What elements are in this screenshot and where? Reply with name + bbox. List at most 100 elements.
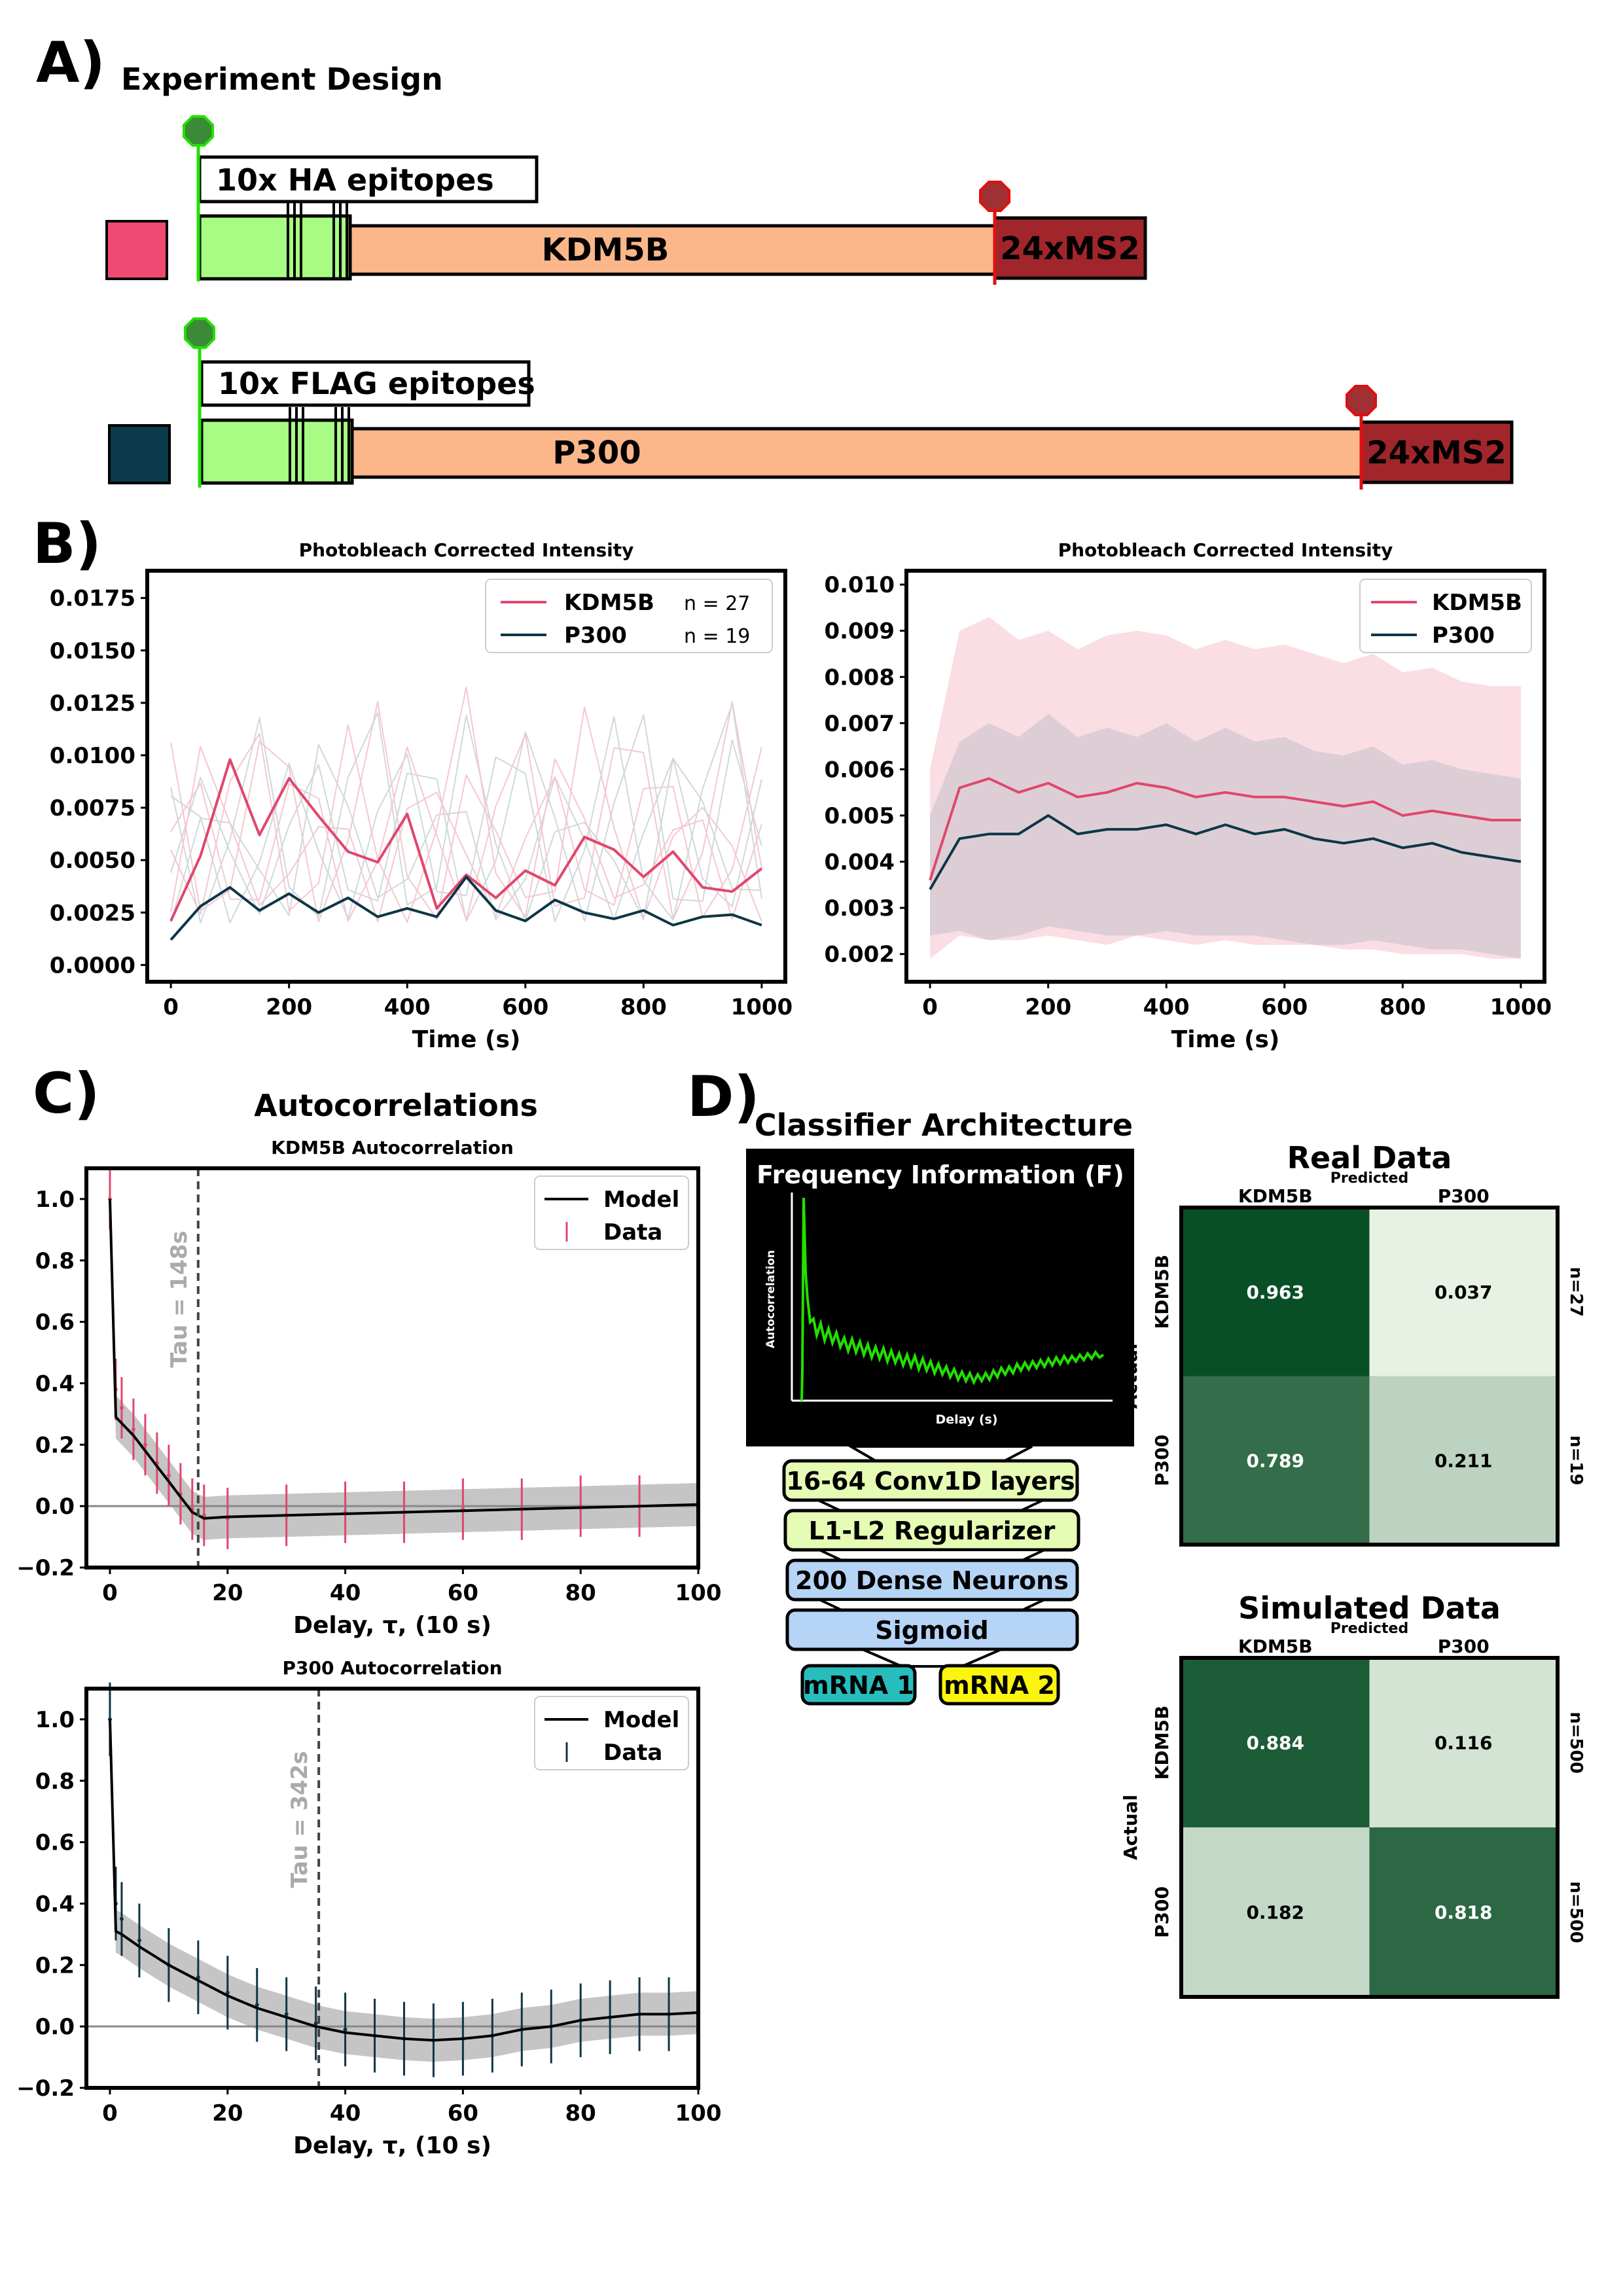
tau-label: Tau = 148s (166, 1230, 192, 1367)
arch-layers: 16-64 Conv1D layers L1-L2 Regularizer 20… (782, 1445, 1080, 1706)
heatmap-cell (1369, 1376, 1558, 1545)
y-tick-label: 0.0050 (50, 848, 135, 874)
heatmap-cell-label: 0.211 (1435, 1450, 1493, 1471)
heatmap-x-axis-label: Predicted (1330, 1170, 1408, 1187)
heatmap-col-label: KDM5B (1238, 1185, 1313, 1207)
series-line-p300 (169, 875, 762, 941)
panel-a-label: A) (36, 30, 105, 96)
inset-trace (800, 1197, 1105, 1401)
y-tick-label: 0.4 (35, 1371, 75, 1397)
band-p300 (930, 713, 1521, 959)
x-tick-label: 600 (502, 994, 548, 1020)
chart-title: Photobleach Corrected Intensity (1058, 539, 1393, 561)
construct-kdm5b-cds (348, 224, 997, 276)
y-tick-label: 0.2 (35, 1952, 75, 1979)
inset-title: Frequency Information (F) (757, 1160, 1124, 1189)
heatmap-row-label: KDM5B (1151, 1255, 1173, 1329)
y-tick-label: 0.4 (35, 1891, 75, 1917)
construct-p300-cds (350, 427, 1363, 479)
layer-sigmoid-label: Sigmoid (875, 1616, 989, 1645)
plot-frame (145, 569, 787, 984)
background-trace (170, 744, 762, 923)
y-tick-label: 0.007 (824, 711, 895, 737)
output-mrna1 (800, 1664, 917, 1706)
legend-n-kdm5b: n = 27 (684, 592, 750, 615)
y-tick-label: 0.010 (824, 572, 895, 598)
heatmap-y-axis-label: Actual (1120, 1795, 1141, 1860)
heatmap-col-label: P300 (1438, 1636, 1489, 1657)
y-tick-label: 0.005 (824, 803, 895, 829)
heatmap-title: Real Data (1287, 1140, 1452, 1175)
inset-background (746, 1149, 1134, 1446)
panel-c-label: C) (33, 1061, 99, 1126)
background-trace (170, 687, 762, 924)
y-tick-label: 0.0175 (50, 586, 135, 612)
legend-n-p300: n = 19 (684, 625, 750, 648)
heatmap-row-label: KDM5B (1151, 1706, 1173, 1780)
heatmap-col-label: P300 (1438, 1185, 1489, 1207)
arch-diagram: Frequency Information (F) Autocorrelatio… (746, 1149, 1134, 1706)
background-trace (170, 703, 762, 924)
y-tick-label: 0.0075 (50, 795, 135, 821)
y-tick-label: 0.0025 (50, 900, 135, 926)
construct-kdm5b: 10x HA epitopes KDM5B 24xMS2 (105, 115, 1147, 285)
y-tick-label: 0.0100 (50, 743, 135, 769)
x-axis-label: Delay, τ, (10 s) (293, 1612, 491, 1639)
construct-p300-epitope-box (200, 360, 531, 407)
y-tick-label: 0.0000 (50, 952, 135, 978)
background-traces (170, 687, 762, 924)
tau-label: Tau = 342s (287, 1751, 313, 1888)
construct-p300-epitope-dividers (289, 407, 350, 483)
legend-label-kdm5b: KDM5B (564, 590, 654, 616)
y-tick-label: 0.0 (35, 1494, 75, 1520)
x-tick-label: 400 (384, 994, 431, 1020)
output-mrna2-label: mRNA 2 (944, 1671, 1055, 1700)
x-tick-label: 800 (620, 994, 667, 1020)
y-tick-label: 0.008 (824, 664, 895, 691)
construct-p300-gene-label: P300 (552, 435, 641, 471)
y-tick-label: 0.6 (35, 1310, 75, 1336)
y-tick-label: 0.009 (824, 619, 895, 645)
construct-p300: 10x FLAG epitopes P300 24xMS2 (108, 317, 1514, 490)
legend: Model Data (534, 1696, 689, 1770)
heatmap-cell (1369, 1208, 1558, 1376)
heatmap-frame (1179, 1656, 1560, 1999)
y-tick-label: 0.0 (35, 2014, 75, 2040)
legend: Model Data (534, 1175, 689, 1250)
data-point (284, 2012, 289, 2017)
data-point (255, 2003, 259, 2007)
output-mrna2 (938, 1664, 1060, 1706)
y-tick-label: 0.003 (824, 895, 895, 922)
heatmap-title: Simulated Data (1238, 1590, 1501, 1626)
construct-kdm5b-epitope-label: 10x HA epitopes (216, 162, 494, 198)
chart-title: P300 Autocorrelation (282, 1657, 502, 1679)
x-tick-label: 200 (266, 994, 312, 1020)
heatmap-frame (1179, 1206, 1560, 1547)
chart-title: KDM5B Autocorrelation (271, 1137, 514, 1158)
background-trace (170, 714, 762, 922)
construct-kdm5b-ms2-label: 24xMS2 (1000, 230, 1140, 267)
x-tick-label: 200 (1025, 994, 1071, 1020)
construct-p300-epitope-label: 10x FLAG epitopes (218, 366, 535, 401)
heatmap-cell-label: 0.884 (1246, 1732, 1304, 1754)
x-tick-label: 40 (330, 1580, 361, 1606)
heatmap-row-n: n=500 (1566, 1881, 1586, 1943)
arch-title: Classifier Architecture (755, 1107, 1133, 1143)
y-tick-label: 0.8 (35, 1768, 75, 1795)
series-line-kdm5b (169, 758, 763, 922)
heatmap-cell-label: 0.116 (1435, 1732, 1493, 1754)
heatmap-y-axis-label: Actual (1120, 1343, 1141, 1408)
x-axis-label: Delay, τ, (10 s) (293, 2132, 491, 2159)
y-tick-label: 0.6 (35, 1830, 75, 1856)
construct-p300-marker (108, 424, 171, 484)
inset-y-label: Autocorrelation (764, 1250, 777, 1348)
funnel-connector-5 (862, 1648, 1002, 1668)
heatmap-cell-label: 0.818 (1435, 1902, 1493, 1924)
y-tick-label: −0.2 (16, 2075, 75, 2102)
layer-conv1d-label: 16-64 Conv1D layers (786, 1467, 1075, 1496)
chart-b-right: Photobleach Corrected Intensity 0 200 400 60… (824, 539, 1552, 1053)
heatmap-cell-label: 0.789 (1246, 1450, 1304, 1471)
x-tick-label: 20 (212, 2100, 243, 2126)
